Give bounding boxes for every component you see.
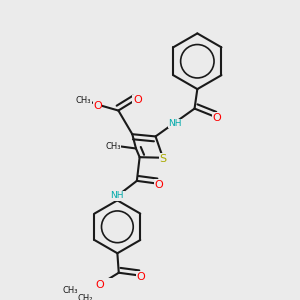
Text: O: O: [212, 113, 221, 123]
Text: O: O: [155, 180, 164, 190]
Text: CH₃: CH₃: [105, 142, 121, 151]
Text: CH₃: CH₃: [76, 96, 91, 105]
Text: O: O: [95, 280, 103, 290]
Text: CH₂: CH₂: [78, 294, 93, 300]
Text: CH₃: CH₃: [62, 286, 78, 295]
Text: O: O: [133, 95, 142, 105]
Text: NH: NH: [111, 191, 124, 200]
Text: S: S: [159, 154, 167, 164]
Text: O: O: [137, 272, 146, 281]
Text: NH: NH: [168, 119, 182, 128]
Text: O: O: [93, 101, 102, 111]
